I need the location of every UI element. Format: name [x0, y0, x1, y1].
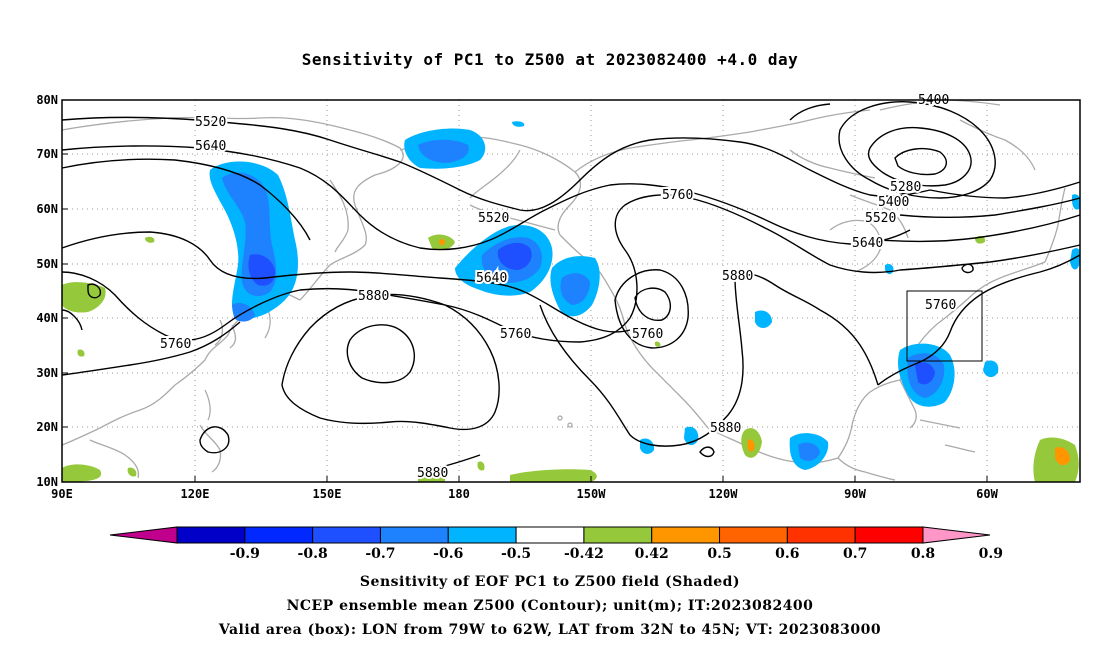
lat-tick-label: 20N	[36, 420, 58, 434]
contour-label: 5520	[195, 115, 226, 130]
contour-label: 5280	[890, 180, 921, 195]
colorbar-segment	[244, 526, 314, 544]
contour-label: 5760	[925, 298, 956, 313]
lat-tick-label: 50N	[36, 257, 58, 271]
footer-line-1: Sensitivity of EOF PC1 to Z500 field (Sh…	[359, 574, 741, 590]
colorbar-segment	[176, 526, 246, 544]
sensitivity-shading	[62, 121, 1081, 482]
footer-line-2: NCEP ensemble mean Z500 (Contour); unit(…	[286, 598, 814, 614]
colorbar-label: -0.9	[230, 546, 260, 562]
contour-label: 5760	[500, 327, 531, 342]
lon-tick-label: 120E	[181, 487, 210, 501]
contour-label: 5880	[417, 466, 448, 481]
colorbar-label: 0.42	[635, 546, 669, 562]
contour-labels: 5520 5640 5520 5640 5760 5760 5880 5760 …	[158, 91, 958, 483]
colorbar-label: -0.6	[433, 546, 463, 562]
colorbar-segment	[379, 526, 449, 544]
colorbar-label: 0.5	[707, 546, 731, 562]
colorbar-label: 0.8	[911, 546, 935, 562]
lon-tick-label: 90W	[844, 487, 866, 501]
contour-label: 5520	[478, 211, 509, 226]
height-contours	[61, 101, 1081, 473]
contour-label: 5400	[878, 195, 909, 210]
lat-labels: 80N 70N 60N 50N 40N 30N 20N 10N	[36, 93, 58, 489]
lat-tick-label: 30N	[36, 366, 58, 380]
lon-tick-label: 180	[448, 487, 470, 501]
contour-label: 5520	[865, 211, 896, 226]
colorbar-segment	[854, 526, 924, 544]
colorbar-segment	[312, 526, 381, 544]
colorbar-segment	[515, 526, 585, 544]
colorbar-left-arrow	[109, 526, 178, 544]
map-border	[61, 99, 1081, 483]
colorbar-segment	[651, 526, 721, 544]
colorbar-label: 0.7	[843, 546, 867, 562]
lon-tick-label: 60W	[976, 487, 998, 501]
colorbar-label: -0.5	[501, 546, 531, 562]
colorbar-segment	[719, 526, 788, 544]
lon-tick-label: 150E	[313, 487, 342, 501]
colorbar: -0.9 -0.8 -0.7 -0.6 -0.5 -0.42 0.42 0.5 0.6 0.7 0.…	[109, 526, 1003, 562]
colorbar-label: 0.9	[979, 546, 1003, 562]
lon-tick-label: 120W	[709, 487, 739, 501]
colorbar-label: -0.42	[564, 546, 604, 562]
valid-area-box	[906, 290, 983, 362]
tick-marks	[61, 99, 988, 483]
colorbar-segment	[786, 526, 856, 544]
colorbar-right-arrow	[922, 526, 991, 544]
contour-label: 5880	[710, 421, 741, 436]
lon-labels: 90E 120E 150E 180 150W 120W 90W 60W	[51, 487, 998, 501]
contour-label: 5760	[160, 337, 191, 352]
lat-tick-label: 60N	[36, 202, 58, 216]
map-area: 5520 5640 5520 5640 5760 5760 5880 5760 …	[36, 91, 1081, 501]
contour-label: 5640	[852, 236, 883, 251]
contour-label: 5640	[195, 139, 226, 154]
lat-tick-label: 70N	[36, 147, 58, 161]
lat-tick-label: 80N	[36, 93, 58, 107]
contour-label: 5880	[358, 289, 389, 304]
colorbar-label: -0.8	[298, 546, 328, 562]
chart-title: Sensitivity of PC1 to Z500 at 2023082400…	[301, 50, 799, 69]
colorbar-label: 0.6	[775, 546, 799, 562]
contour-label: 5880	[722, 269, 753, 284]
footer-line-3: Valid area (box): LON from 79W to 62W, L…	[218, 622, 882, 638]
lon-tick-label: 150W	[577, 487, 607, 501]
colorbar-label: -0.7	[365, 546, 395, 562]
contour-label: 5760	[662, 188, 693, 203]
contour-label: 5760	[632, 327, 663, 342]
lat-tick-label: 40N	[36, 311, 58, 325]
contour-label: 5640	[476, 271, 507, 286]
lon-tick-label: 90E	[51, 487, 73, 501]
colorbar-segment	[583, 526, 653, 544]
colorbar-segment	[447, 526, 517, 544]
lat-tick-label: 10N	[36, 475, 58, 489]
